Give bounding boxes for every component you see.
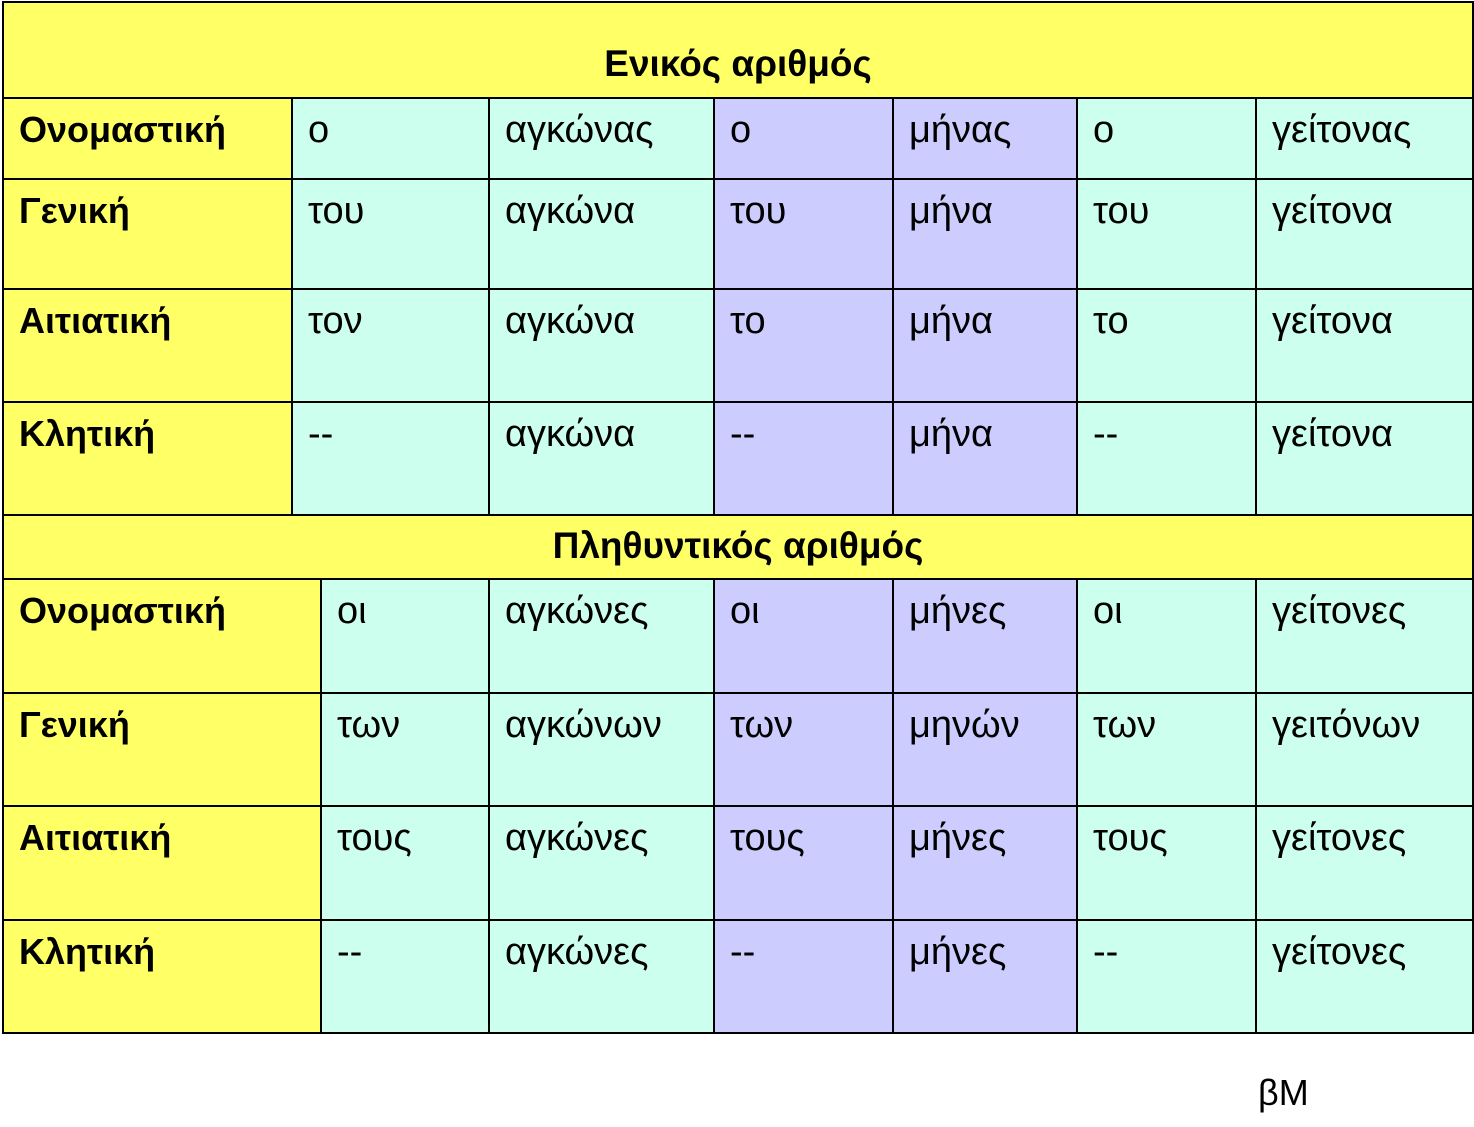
article-cell: το [715,290,894,401]
noun-cell: αγκώνες [490,921,715,1032]
article-cell: των [1078,694,1257,805]
case-label: Αιτιατική [4,290,293,401]
article-cell: τους [322,807,490,919]
noun-cell: αγκώνα [490,180,715,288]
noun-cell: γείτονες [1257,807,1474,919]
case-label: Ονομαστική [4,99,293,178]
article-cell: -- [293,403,490,514]
article-cell: -- [322,921,490,1032]
table-row: Γενική του αγκώνα του μήνα του γείτονα [4,178,1474,288]
declension-table: Ενικός αριθμός Ονομαστική ο αγκώνας ο μή… [2,1,1474,1034]
noun-cell: αγκώνες [490,580,715,692]
table-row: Κλητική -- αγκώνες -- μήνες -- γείτονες [4,919,1474,1034]
article-cell: -- [715,403,894,514]
article-cell: των [715,694,894,805]
article-cell: ο [1078,99,1257,178]
noun-cell: μήνα [894,180,1078,288]
article-cell: του [293,180,490,288]
noun-cell: γείτονα [1257,290,1474,401]
noun-cell: μήνα [894,290,1078,401]
noun-cell: μηνών [894,694,1078,805]
article-cell: -- [1078,921,1257,1032]
case-label: Αιτιατική [4,807,322,919]
author-signature: βΜ [1258,1072,1309,1113]
case-label: Κλητική [4,921,322,1032]
article-cell: του [1078,180,1257,288]
noun-cell: αγκώνας [490,99,715,178]
article-cell: ο [293,99,490,178]
noun-cell: αγκώνα [490,290,715,401]
article-cell: τον [293,290,490,401]
table-row: Αιτιατική τους αγκώνες τους μήνες τους γ… [4,805,1474,919]
case-label: Γενική [4,694,322,805]
article-cell: τους [715,807,894,919]
table-row: Ονομαστική ο αγκώνας ο μήνας ο γείτονας [4,97,1474,178]
article-cell: το [1078,290,1257,401]
singular-title: Ενικός αριθμός [604,43,872,84]
table-row: Κλητική -- αγκώνα -- μήνα -- γείτονα [4,401,1474,514]
article-cell: ο [715,99,894,178]
noun-cell: μήνες [894,921,1078,1032]
noun-cell: γείτονας [1257,99,1474,178]
noun-cell: μήνας [894,99,1078,178]
article-cell: τους [1078,807,1257,919]
noun-cell: μήνες [894,807,1078,919]
plural-header: Πληθυντικός αριθμός [4,514,1474,578]
plural-title: Πληθυντικός αριθμός [552,525,924,566]
article-cell: -- [715,921,894,1032]
noun-cell: γειτόνων [1257,694,1474,805]
table-row: Γενική των αγκώνων των μηνών των γειτόνω… [4,692,1474,805]
table-row: Ονομαστική οι αγκώνες οι μήνες οι γείτον… [4,578,1474,692]
article-cell: του [715,180,894,288]
table-row: Αιτιατική τον αγκώνα το μήνα το γείτονα [4,288,1474,401]
article-cell: των [322,694,490,805]
case-label: Ονομαστική [4,580,322,692]
case-label: Γενική [4,180,293,288]
noun-cell: αγκώνων [490,694,715,805]
noun-cell: γείτονα [1257,403,1474,514]
singular-header: Ενικός αριθμός [4,1,1474,97]
noun-cell: γείτονες [1257,580,1474,692]
article-cell: -- [1078,403,1257,514]
article-cell: οι [715,580,894,692]
noun-cell: αγκώνες [490,807,715,919]
article-cell: οι [322,580,490,692]
noun-cell: μήνες [894,580,1078,692]
case-label: Κλητική [4,403,293,514]
noun-cell: αγκώνα [490,403,715,514]
noun-cell: γείτονες [1257,921,1474,1032]
noun-cell: μήνα [894,403,1078,514]
article-cell: οι [1078,580,1257,692]
noun-cell: γείτονα [1257,180,1474,288]
